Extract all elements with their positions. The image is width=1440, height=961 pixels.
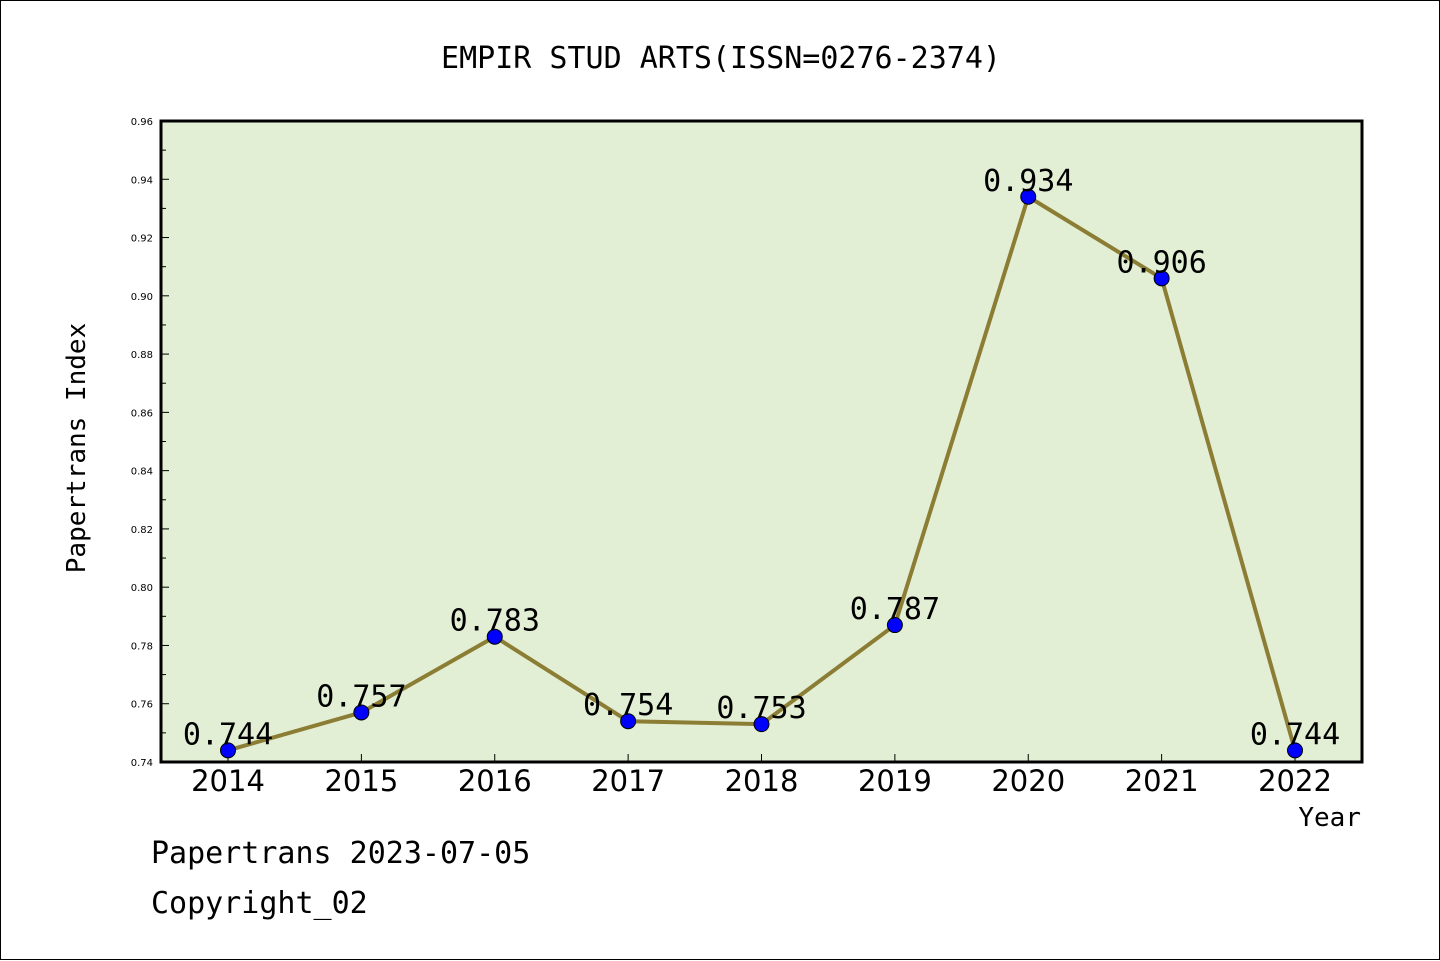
series-markers [220, 188, 1303, 759]
y-tick-label: 0.88 [131, 350, 153, 361]
x-tick-label: 2019 [858, 764, 932, 798]
y-axis-label: Papertrans Index [62, 323, 92, 573]
y-tick-label: 0.84 [131, 467, 153, 478]
data-label: 0.757 [316, 679, 406, 714]
x-tick-label: 2014 [191, 764, 265, 798]
y-tick-label: 0.96 [131, 117, 153, 128]
y-tick-label: 0.78 [131, 641, 153, 652]
y-axis: 0.74 0.76 0.78 0.80 0.82 0.84 0.86 0.88 0.90 0.92… [131, 117, 169, 769]
x-axis-label: Year [1298, 803, 1361, 833]
data-point [353, 704, 370, 721]
data-point [886, 617, 903, 634]
data-label: 0.783 [450, 604, 540, 639]
y-tick-label: 0.90 [131, 292, 153, 303]
y-tick-label: 0.94 [131, 175, 153, 186]
y-tick-label: 0.74 [131, 758, 153, 769]
data-point [1020, 188, 1037, 205]
chart-title: EMPIR STUD ARTS(ISSN=0276-2374) [441, 41, 1001, 76]
x-tick-label: 2015 [324, 764, 398, 798]
data-labels: 0.744 0.757 0.783 0.754 0.753 0.787 0.934 0.906… [183, 164, 1340, 753]
x-tick-label: 2022 [1258, 764, 1332, 798]
data-label: 0.744 [183, 717, 273, 752]
x-tick-label: 2018 [725, 764, 799, 798]
data-point [486, 628, 503, 645]
plot-area [159, 119, 1364, 764]
x-tick-label: 2020 [991, 764, 1065, 798]
data-point [1287, 742, 1303, 759]
data-point [220, 742, 236, 759]
x-axis: 2014 2015 2016 2017 2018 2019 2020 2021 2022 [191, 754, 1332, 798]
data-label: 0.744 [1250, 717, 1340, 752]
data-point [620, 713, 637, 730]
footer-date: Papertrans 2023-07-05 [151, 836, 531, 871]
data-point [753, 716, 770, 733]
x-tick-label: 2021 [1125, 764, 1199, 798]
data-point [1153, 270, 1170, 287]
data-label: 0.906 [1116, 245, 1206, 280]
y-tick-label: 0.92 [131, 234, 153, 245]
y-tick-label: 0.76 [131, 700, 153, 711]
data-label: 0.753 [716, 691, 806, 726]
y-tick-label: 0.80 [131, 583, 153, 594]
data-label: 0.787 [850, 592, 940, 627]
x-tick-label: 2016 [458, 764, 532, 798]
y-tick-label: 0.82 [131, 525, 153, 536]
footer-copyright: Copyright_02 [151, 886, 368, 921]
x-tick-label: 2017 [591, 764, 665, 798]
data-label: 0.934 [983, 164, 1073, 199]
data-label: 0.754 [583, 688, 673, 723]
y-tick-label: 0.86 [131, 408, 153, 419]
